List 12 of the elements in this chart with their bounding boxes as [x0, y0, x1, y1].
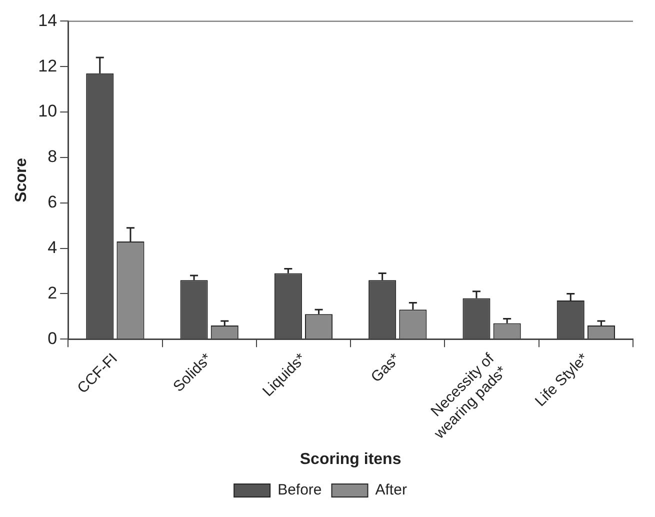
y-tick-label: 12	[38, 56, 58, 76]
y-axis-title: Score	[13, 158, 30, 202]
y-tick-label: 6	[48, 192, 58, 212]
legend-label: Before	[278, 482, 322, 499]
legend-label: After	[375, 482, 407, 499]
y-tick-label: 0	[48, 328, 58, 348]
y-tick-label: 14	[38, 10, 58, 30]
y-tick-label: 4	[48, 238, 58, 257]
y-tick-label: 10	[38, 102, 58, 121]
y-tick-label: 8	[48, 147, 58, 166]
y-tick-label: 2	[48, 283, 58, 302]
x-axis-title: Scoring itens	[300, 450, 402, 468]
